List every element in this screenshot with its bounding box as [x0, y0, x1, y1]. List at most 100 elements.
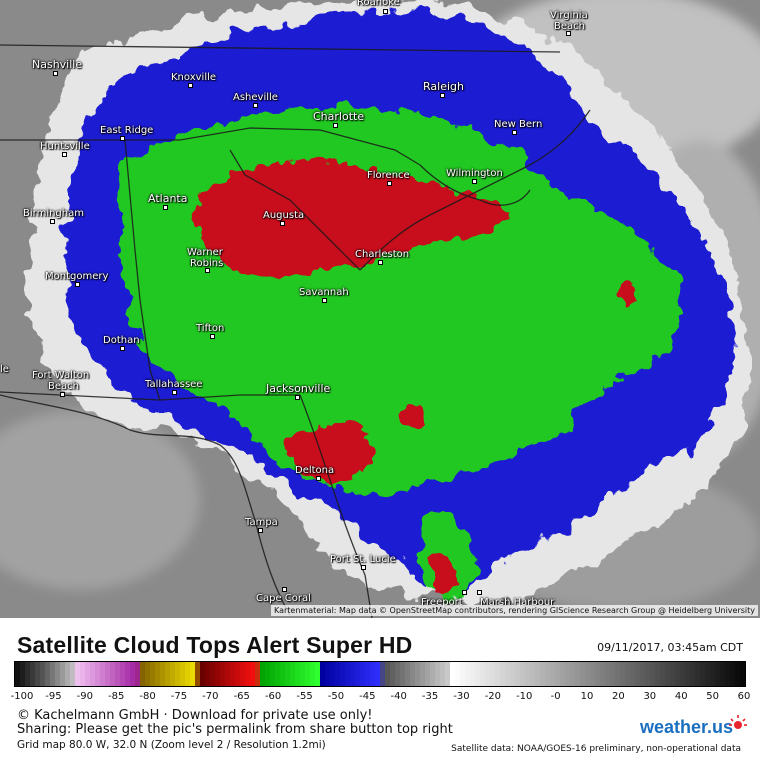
city-dot	[477, 590, 482, 595]
color-scale-ticks: -100 -95 -90 -85 -80 -75 -70 -65 -60 -55 -50 -45 -40…	[0, 691, 760, 705]
city-dot	[120, 136, 125, 141]
color-scale-step	[395, 662, 401, 686]
color-scale-step	[45, 662, 51, 686]
color-scale-tick-label: -30	[453, 691, 470, 702]
color-scale-step	[85, 662, 91, 686]
color-scale-step	[640, 662, 646, 686]
color-scale-step	[530, 662, 536, 686]
color-scale-step	[325, 662, 331, 686]
city-label-tampa: Tampa	[245, 517, 278, 528]
color-scale-step	[730, 662, 736, 686]
color-scale-step	[115, 662, 121, 686]
color-scale-step	[390, 662, 396, 686]
color-scale-step	[705, 662, 711, 686]
color-scale-step	[345, 662, 351, 686]
color-scale-step	[95, 662, 101, 686]
color-scale-step	[455, 662, 461, 686]
city-dot	[205, 268, 210, 273]
color-scale-step	[70, 662, 76, 686]
color-scale-step	[540, 662, 546, 686]
city-label-birmingham: Birmingham	[23, 208, 84, 219]
color-scale-step	[615, 662, 621, 686]
color-scale-step	[230, 662, 236, 686]
city-label-virginia-beach: Beach	[554, 21, 585, 32]
city-label-virginia: Virginia	[550, 10, 588, 21]
color-scale-step	[375, 662, 381, 686]
color-scale-step	[435, 662, 441, 686]
color-scale-step	[160, 662, 166, 686]
color-scale-step	[665, 662, 671, 686]
boundaries	[0, 44, 591, 618]
city-dot	[282, 587, 287, 592]
color-scale-step	[625, 662, 631, 686]
color-scale-bar	[14, 661, 746, 687]
color-scale-step	[335, 662, 341, 686]
color-scale-tick-label: -10	[516, 691, 533, 702]
color-scale-step	[555, 662, 561, 686]
color-scale-step	[575, 662, 581, 686]
color-scale-step	[495, 662, 501, 686]
color-scale-step	[655, 662, 661, 686]
color-scale-step	[415, 662, 421, 686]
satellite-map[interactable]: Roanoke Virginia Beach Nashville Knoxvil…	[0, 0, 760, 618]
color-scale-step	[475, 662, 481, 686]
color-scale-tick-label: 60	[737, 691, 751, 702]
color-scale-step	[210, 662, 216, 686]
color-scale-step	[170, 662, 176, 686]
product-title: Satellite Cloud Tops Alert Super HD	[17, 632, 413, 658]
color-scale-step	[215, 662, 221, 686]
color-scale-step	[155, 662, 161, 686]
city-label-tifton: Tifton	[196, 323, 225, 334]
color-scale-step	[710, 662, 716, 686]
color-scale-step	[420, 662, 426, 686]
color-scale-step	[280, 662, 286, 686]
color-scale-tick-label: -35	[421, 691, 439, 702]
weather-us-logo[interactable]: weather.us	[640, 713, 750, 741]
color-scale-step	[290, 662, 296, 686]
color-scale-step	[485, 662, 491, 686]
color-scale-step	[320, 662, 326, 686]
color-scale-step	[75, 662, 81, 686]
color-scale-step	[175, 662, 181, 686]
color-scale-step	[240, 662, 246, 686]
city-label-augusta: Augusta	[263, 210, 305, 221]
color-scale-gradient	[15, 662, 745, 686]
legend-footer: Satellite Cloud Tops Alert Super HD 09/1…	[0, 618, 760, 760]
color-scale-tick-label: -70	[202, 691, 219, 702]
color-scale-step	[330, 662, 336, 686]
color-scale-step	[360, 662, 366, 686]
city-label-atlanta: Atlanta	[148, 192, 188, 205]
logo-text: weather.us	[640, 717, 734, 737]
color-scale-step	[125, 662, 131, 686]
city-dot	[50, 219, 55, 224]
color-scale-tick-label: -55	[296, 691, 313, 702]
color-scale-step	[315, 662, 321, 686]
color-scale-step	[700, 662, 706, 686]
color-scale-step	[385, 662, 391, 686]
color-scale-tick-label: -65	[233, 691, 250, 702]
color-scale-step	[500, 662, 506, 686]
color-scale-step	[735, 662, 741, 686]
color-scale-step	[440, 662, 446, 686]
color-scale-tick-label: 40	[674, 691, 688, 702]
color-scale-step	[55, 662, 61, 686]
color-scale-step	[490, 662, 496, 686]
color-scale-step	[355, 662, 361, 686]
color-scale-step	[140, 662, 146, 686]
color-scale-step	[135, 662, 141, 686]
city-label-raleigh: Raleigh	[423, 80, 464, 93]
color-scale-step	[570, 662, 576, 686]
color-scale-step	[480, 662, 486, 686]
color-scale-step	[425, 662, 431, 686]
color-scale-step	[80, 662, 86, 686]
city-dot	[53, 71, 58, 76]
grid-info: Grid map 80.0 W, 32.0 N (Zoom level 2 / …	[17, 739, 326, 751]
city-label-edge: le	[0, 364, 9, 375]
color-scale-step	[405, 662, 411, 686]
city-label-robins: Robins	[190, 258, 224, 269]
city-label-nashville: Nashville	[32, 58, 83, 71]
city-dot	[280, 221, 285, 226]
color-scale-tick-label: 30	[643, 691, 657, 702]
city-dot	[472, 179, 477, 184]
city-dot	[378, 260, 383, 265]
